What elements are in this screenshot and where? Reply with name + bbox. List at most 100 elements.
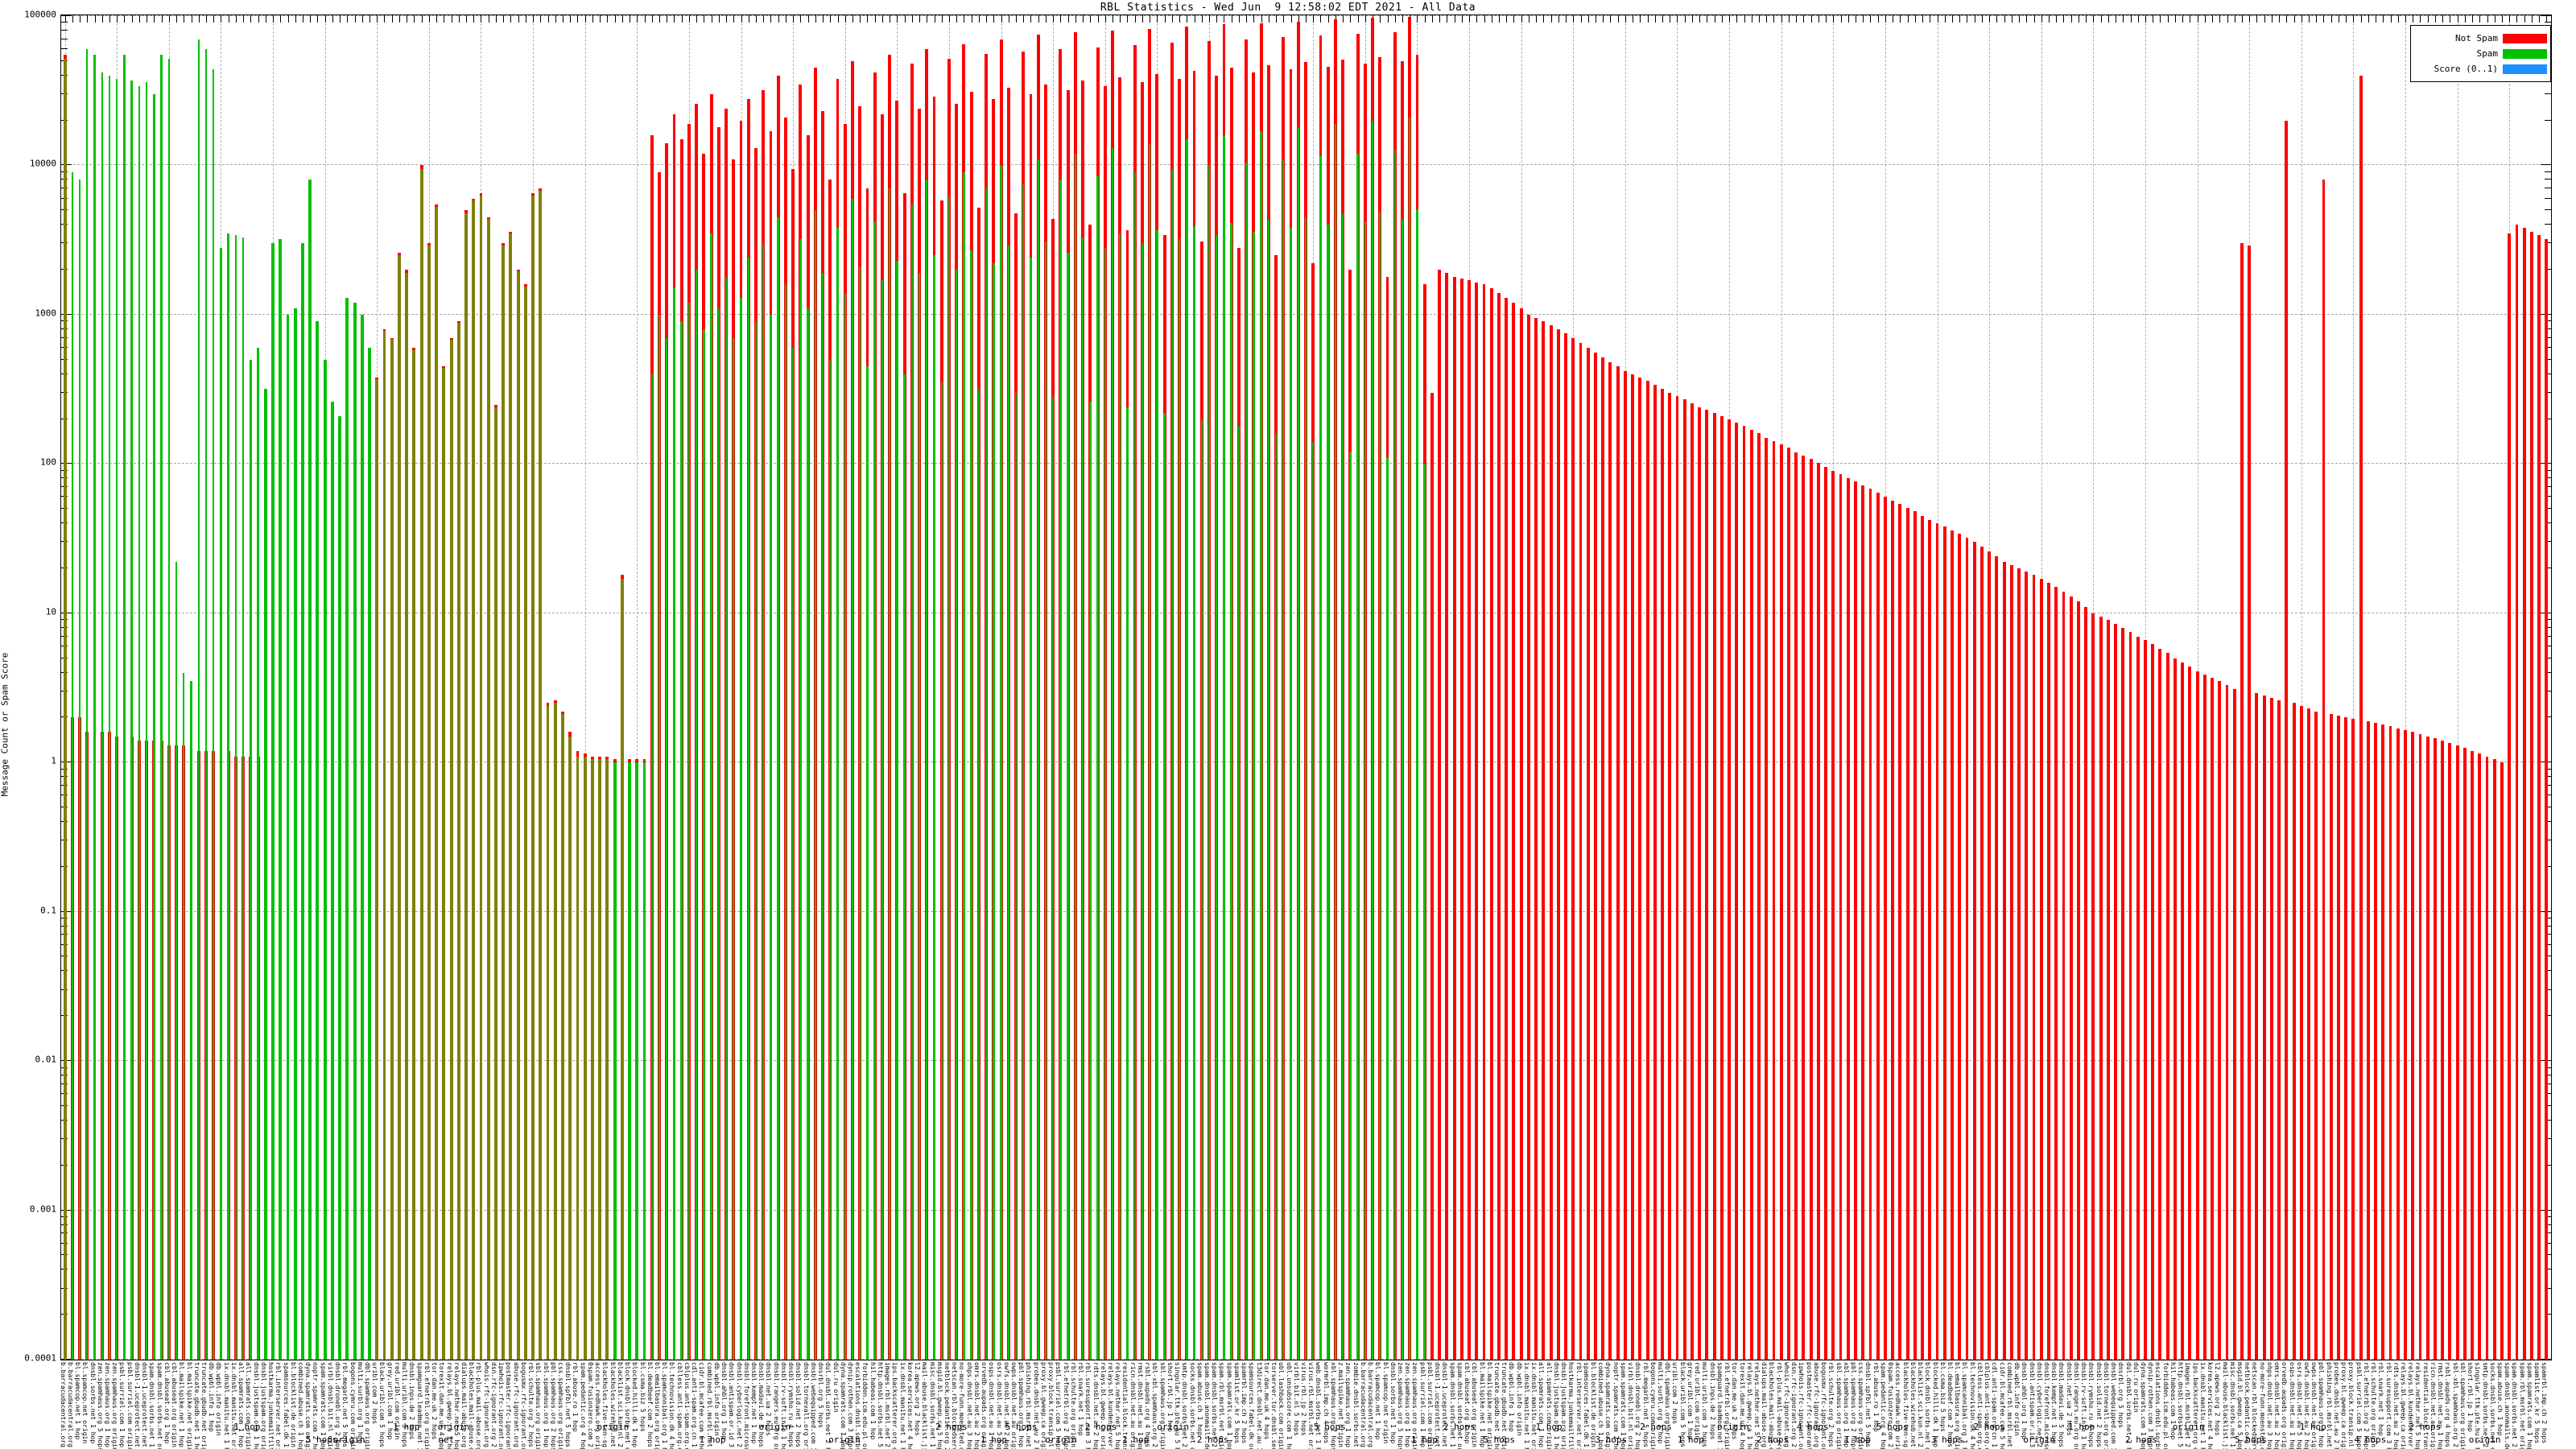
x-axis-tick <box>1261 15 1262 23</box>
x-axis-tick <box>2427 15 2429 23</box>
x-axis-group-label: net <box>438 1435 455 1445</box>
bar-overlap <box>472 200 476 1360</box>
x-axis-group-label: 5 hops <box>1005 1422 1038 1432</box>
y-axis-tick-label: 100000 <box>24 9 56 20</box>
bar-overlap <box>539 190 543 1360</box>
x-axis-tick <box>1469 15 1471 23</box>
x-axis-tick <box>384 15 386 23</box>
bar-not-spam <box>2411 732 2415 1360</box>
y-axis-tick-label: 10000 <box>29 158 56 169</box>
bar-spam <box>1022 184 1025 1360</box>
x-axis-tick <box>2249 15 2251 23</box>
x-axis-group-label: 2 hops <box>1973 1422 2006 1432</box>
x-axis-tick <box>280 15 282 23</box>
x-axis-tick <box>2502 15 2503 23</box>
bar-not-spam <box>1623 370 1627 1360</box>
x-axis-tick <box>1083 15 1084 23</box>
x-axis-tick <box>1513 15 1515 23</box>
bar-spam <box>1282 159 1285 1360</box>
y-axis-minor-tick <box>2545 179 2551 180</box>
bar-spam <box>1133 171 1136 1360</box>
bar-spam <box>1319 156 1322 1360</box>
bar-spam <box>791 348 795 1360</box>
x-axis-group-label: 5 hops <box>1483 1435 1516 1445</box>
x-axis-tick <box>1870 15 1872 23</box>
bar-spam <box>1170 168 1174 1360</box>
x-axis-tick <box>398 15 400 23</box>
y-axis-minor-tick <box>2545 197 2551 199</box>
x-axis-tick <box>317 15 319 23</box>
x-axis-tick <box>644 15 646 23</box>
x-axis-tick <box>124 15 126 23</box>
bar-spam <box>821 273 824 1360</box>
x-axis-tick <box>986 15 988 23</box>
x-axis-tick <box>2360 15 2362 23</box>
x-axis-tick <box>2286 15 2288 23</box>
bar-not-spam <box>2478 753 2482 1360</box>
x-axis-tick <box>1290 15 1292 23</box>
x-axis-tick <box>131 15 133 23</box>
bar-spam <box>784 284 787 1360</box>
x-axis-tick <box>1810 15 1812 23</box>
bar-spam <box>360 314 364 1360</box>
x-axis-tick <box>978 15 980 23</box>
bar-not-spam <box>1735 422 1739 1360</box>
x-axis-tick <box>1030 15 1032 23</box>
x-axis-tick <box>563 15 564 23</box>
bar-spam <box>1423 464 1426 1360</box>
bar-not-spam <box>1787 448 1790 1360</box>
bar-not-spam <box>1534 318 1538 1360</box>
y-axis-tick-label: 1000 <box>35 308 57 319</box>
x-axis-tick <box>1587 15 1589 23</box>
x-axis-tick <box>64 15 66 23</box>
x-axis-tick <box>2070 15 2072 23</box>
bar-spam <box>234 235 237 1360</box>
bar-not-spam <box>2047 582 2050 1360</box>
x-axis-tick <box>2026 15 2028 23</box>
x-axis-tick <box>681 15 683 23</box>
bar-spam <box>1030 258 1032 1360</box>
x-axis-tick <box>2160 15 2161 23</box>
x-axis-tick <box>2011 15 2013 23</box>
bar-not-spam <box>2069 596 2073 1360</box>
bar-not-spam <box>1542 321 1546 1360</box>
x-axis-tick <box>1677 15 1678 23</box>
x-axis-tick <box>1461 15 1463 23</box>
x-axis-tick <box>1796 15 1798 23</box>
bar-overlap <box>561 714 564 1360</box>
x-gridline <box>584 15 586 1360</box>
bar-not-spam <box>1846 478 1850 1360</box>
x-axis-tick <box>621 15 623 23</box>
bar-overlap <box>509 233 513 1360</box>
bar-spam <box>242 237 245 1360</box>
x-axis-tick <box>361 15 363 23</box>
bar-not-spam <box>1601 357 1605 1360</box>
bar-overlap <box>583 756 587 1360</box>
bar-not-spam <box>2195 671 2199 1360</box>
x-gridline <box>2353 15 2355 1360</box>
bar-spam <box>250 359 252 1360</box>
x-axis-tick <box>637 15 638 23</box>
bar-overlap <box>398 255 401 1360</box>
bar-not-spam <box>1594 352 1597 1360</box>
bar-spam <box>1148 143 1151 1360</box>
x-axis-tick <box>1246 15 1248 23</box>
legend-label: Spam <box>2476 48 2499 59</box>
x-axis-tick <box>1603 15 1604 23</box>
bar-not-spam <box>2374 722 2378 1360</box>
x-axis-group-label: 1 hop <box>1410 1435 1438 1445</box>
bar-spam <box>183 672 185 1360</box>
bar-not-spam <box>2076 601 2080 1360</box>
bar-overlap <box>516 271 520 1360</box>
y-axis-minor-tick <box>2545 119 2551 121</box>
x-axis-tick <box>1781 15 1782 23</box>
bar-spam <box>71 171 74 1360</box>
bar-not-spam <box>1749 429 1753 1360</box>
x-axis-tick <box>2434 15 2436 23</box>
x-axis-tick <box>852 15 853 23</box>
x-axis-tick <box>2086 15 2087 23</box>
x-axis-group-label: 5 hops <box>1876 1422 1909 1432</box>
bar-spam <box>323 359 327 1360</box>
bar-not-spam <box>2545 239 2549 1360</box>
x-axis-tick <box>2524 15 2525 23</box>
